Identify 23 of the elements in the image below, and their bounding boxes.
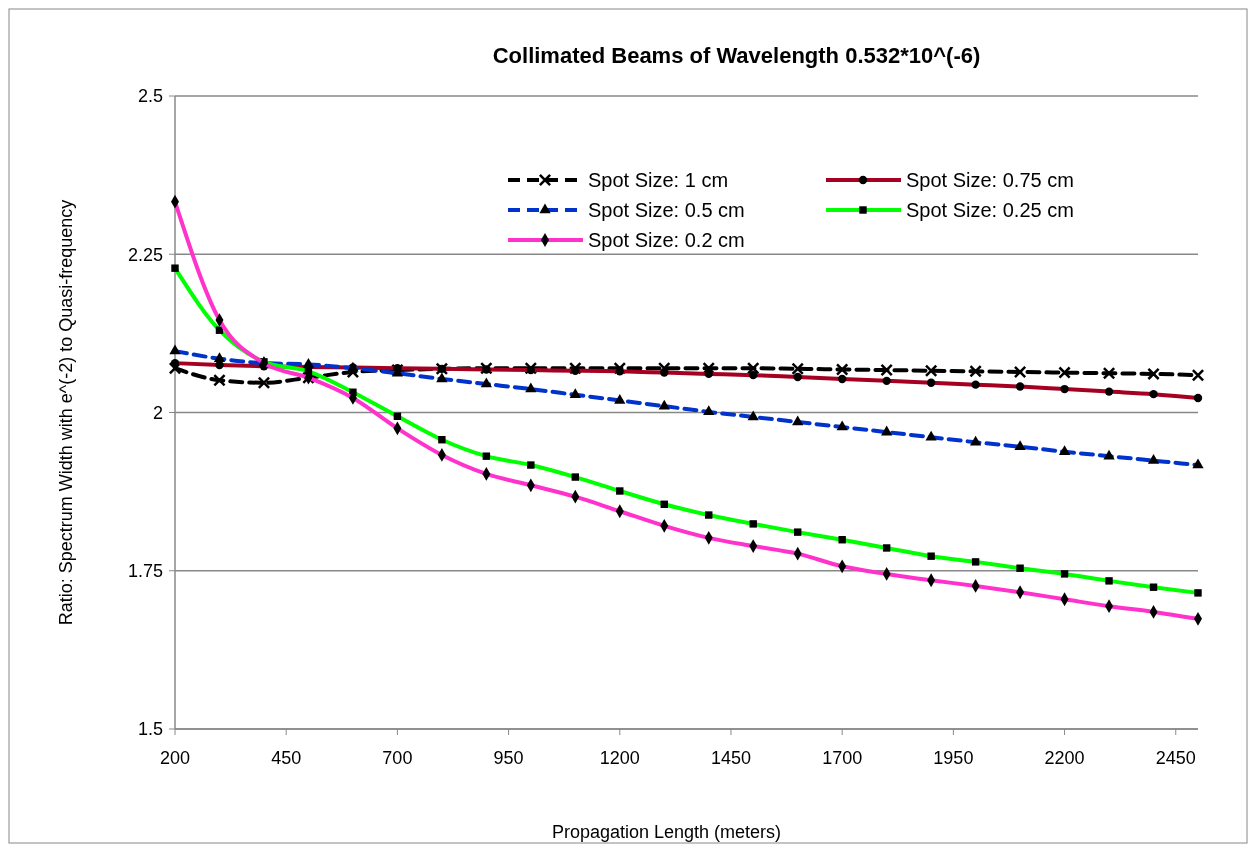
legend-label: Spot Size: 0.25 cm — [906, 199, 1074, 221]
chart-title: Collimated Beams of Wavelength 0.532*10^(-6) — [492, 43, 981, 68]
x-axis-title: Propagation Length (meters) — [551, 822, 782, 842]
y-axis-title: Ratio: Spectrum Width with e^(-2) to Quasi-frequency — [56, 199, 76, 626]
x-tick-label: 700 — [382, 748, 413, 768]
legend-label: Spot Size: 0.5 cm — [588, 199, 745, 221]
y-tick-label: 2.5 — [137, 86, 163, 107]
x-tick-label: 2200 — [1044, 748, 1085, 768]
x-tick-label: 450 — [271, 748, 302, 768]
x-tick-label: 950 — [493, 748, 524, 768]
x-tick-label: 2450 — [1155, 748, 1196, 768]
y-tick-label: 2.25 — [127, 244, 163, 265]
x-tick-label: 1450 — [710, 748, 751, 768]
legend-label: Spot Size: 1 cm — [588, 169, 729, 191]
y-tick-label: 2 — [152, 402, 163, 423]
x-tick-label: 1950 — [933, 748, 974, 768]
legend-label: Spot Size: 0.2 cm — [588, 229, 745, 251]
x-tick-label: 1700 — [822, 748, 863, 768]
x-tick-label: 200 — [159, 748, 191, 768]
y-tick-label: 1.5 — [137, 719, 163, 740]
y-tick-label: 1.75 — [127, 561, 163, 582]
x-tick-label: 1200 — [599, 748, 640, 768]
legend-label: Spot Size: 0.75 cm — [906, 169, 1074, 191]
